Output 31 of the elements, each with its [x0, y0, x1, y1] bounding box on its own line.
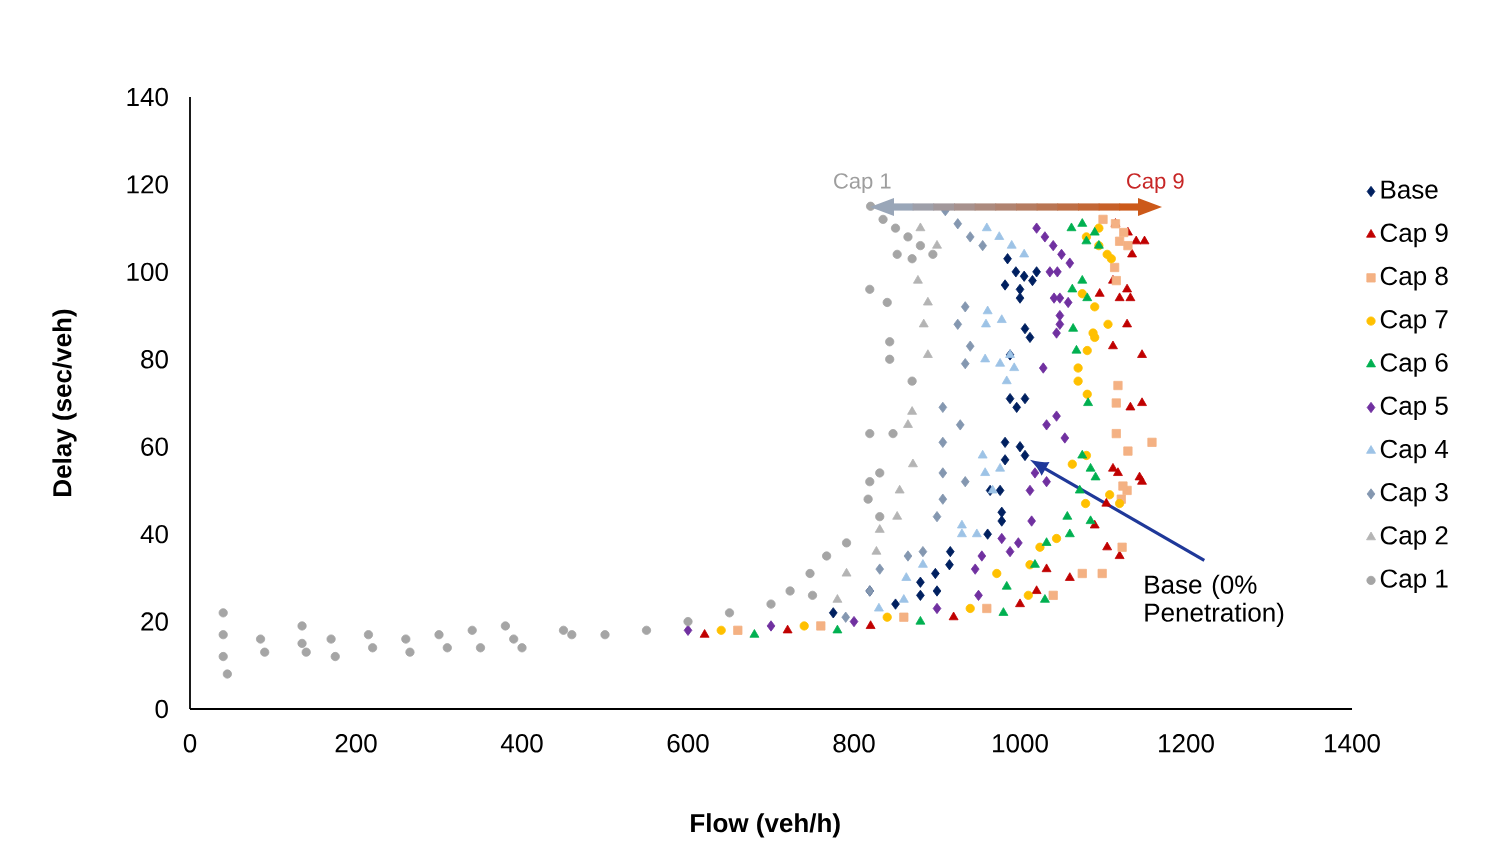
annotation: Base (0% Penetration): [1145, 574, 1284, 627]
x-tick-label: 800: [833, 734, 875, 753]
y-tick-label: 140: [127, 87, 168, 107]
legend-label: Cap 3: [1380, 482, 1448, 507]
x-axis-title: Flow (veh/h): [691, 813, 840, 838]
x-tick-label: 1000: [993, 734, 1048, 753]
y-tick-label: 20: [141, 612, 168, 631]
legend-label: Cap 8: [1380, 266, 1448, 291]
x-tick-label: 1400: [1325, 734, 1380, 753]
legend-label: Cap 9: [1380, 223, 1448, 248]
legend-label: Base: [1381, 180, 1438, 199]
x-tick-label: 200: [335, 734, 377, 753]
y-tick-label: 40: [140, 524, 168, 544]
y-tick-label: 0: [155, 699, 168, 719]
legend-label: Cap 5: [1380, 396, 1448, 421]
x-tick-label: 1200: [1159, 734, 1214, 753]
legend-label: Cap 1: [1380, 569, 1448, 593]
y-tick-label: 100: [127, 262, 168, 282]
y-tick-label: 60: [141, 437, 168, 456]
y-axis-title: Delay (sec/veh): [52, 309, 77, 496]
legend-label: Cap 2: [1380, 526, 1448, 550]
legend-label: Cap 7: [1380, 310, 1448, 334]
legend-label: Cap 6: [1380, 353, 1448, 377]
annotation: Cap 1: [834, 173, 891, 194]
x-tick-label: 600: [667, 734, 709, 753]
x-tick-label: 0: [183, 734, 197, 753]
annotation: Cap 9: [1127, 173, 1184, 194]
legend-label: Cap 4: [1380, 439, 1449, 464]
x-tick-label: 400: [500, 734, 543, 753]
y-tick-label: 80: [141, 350, 168, 369]
y-tick-label: 120: [127, 175, 168, 194]
